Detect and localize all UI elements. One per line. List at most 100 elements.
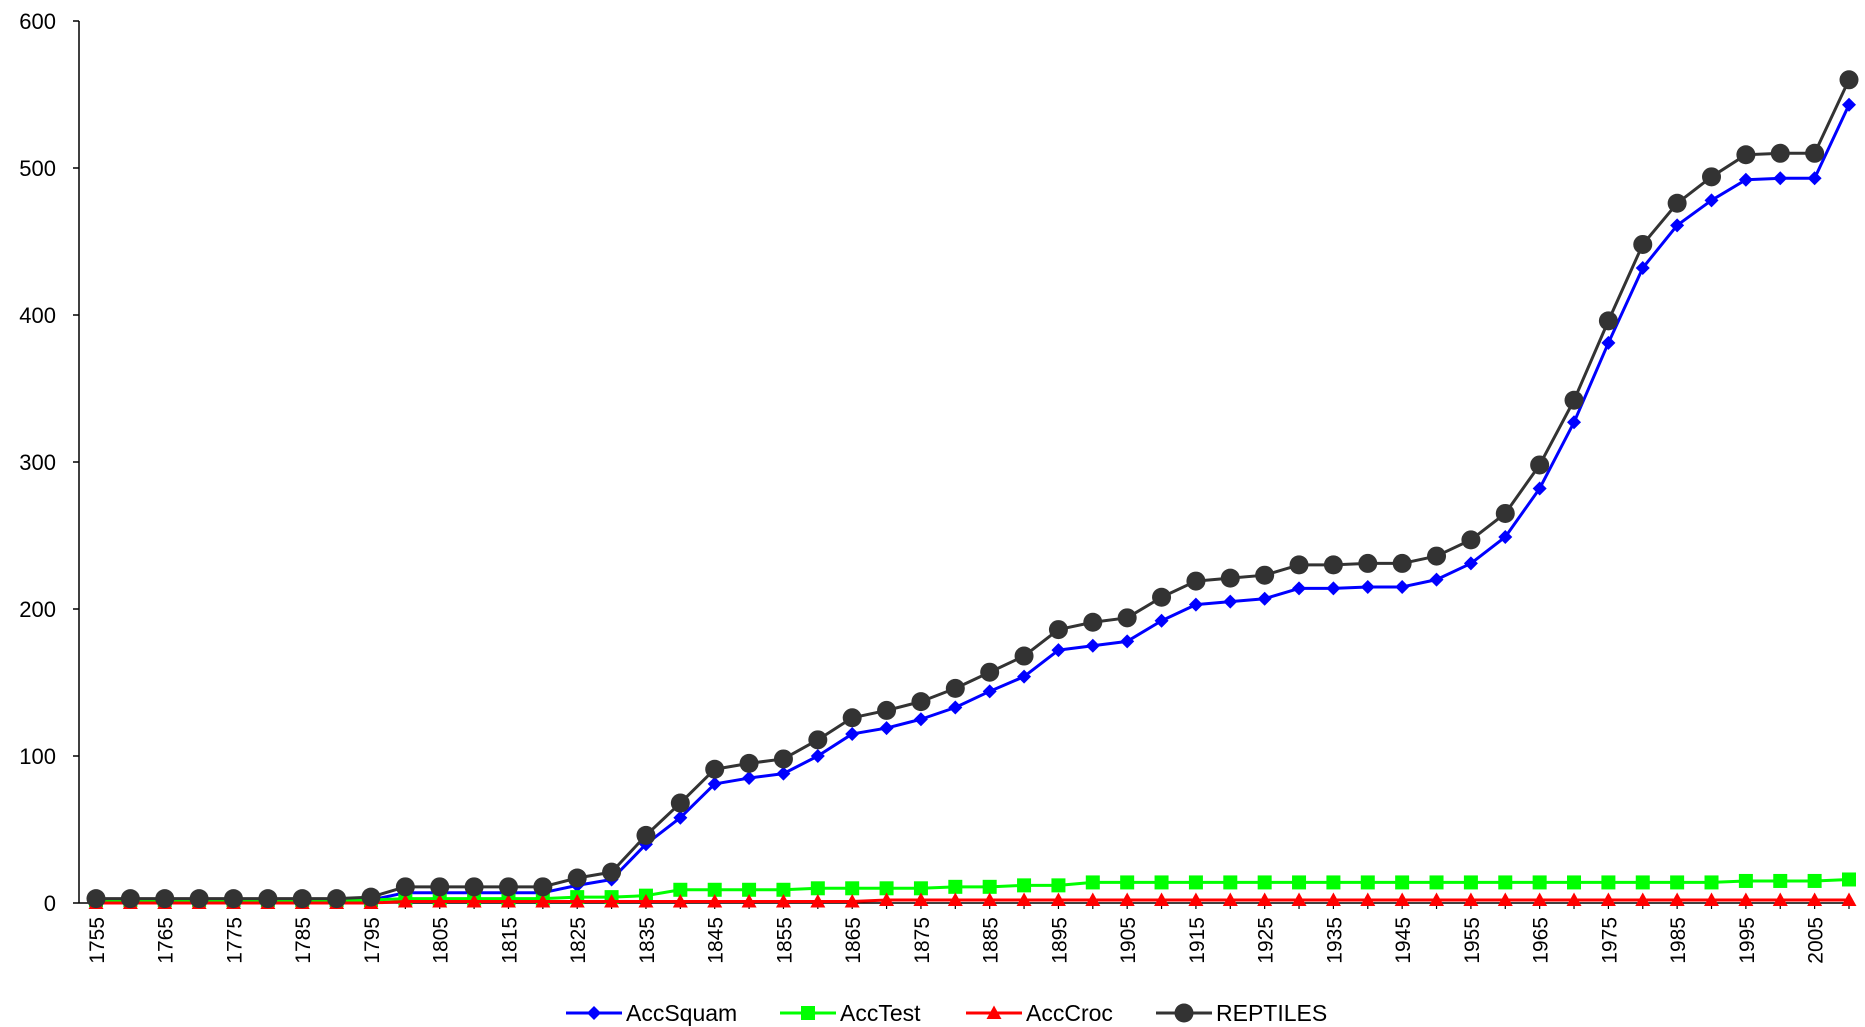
legend-marker-acctest bbox=[801, 1006, 815, 1020]
data-point-acccroc bbox=[500, 894, 516, 908]
data-point-acccroc bbox=[535, 894, 551, 908]
data-point-acccroc bbox=[1085, 892, 1101, 907]
data-point-acctest bbox=[982, 879, 997, 894]
series-line-acctest bbox=[96, 877, 1850, 902]
data-point-reptiles bbox=[1805, 143, 1825, 163]
data-point-acccroc bbox=[1841, 892, 1857, 907]
data-point-acctest bbox=[1188, 875, 1203, 890]
data-point-accsquam bbox=[707, 776, 722, 791]
x-tick-label: 1835 bbox=[636, 917, 659, 964]
data-point-reptiles bbox=[1736, 145, 1756, 165]
data-point-acccroc bbox=[432, 894, 448, 908]
data-point-acctest bbox=[1773, 873, 1788, 888]
data-point-acccroc bbox=[707, 894, 723, 908]
data-point-acccroc bbox=[1360, 892, 1376, 907]
series-line-acccroc bbox=[96, 898, 1849, 905]
data-point-accsquam bbox=[1085, 638, 1100, 653]
data-point-reptiles bbox=[1598, 311, 1618, 331]
data-point-accsquam bbox=[1257, 591, 1272, 606]
data-point-accsquam bbox=[1601, 335, 1616, 350]
data-point-reptiles bbox=[911, 692, 931, 712]
axes: 0 100 200 300 400 500 600 1755 1765 1775 1785 1795 1… bbox=[19, 9, 1850, 964]
data-point-acccroc bbox=[1154, 892, 1170, 907]
x-tick-label: 1925 bbox=[1255, 917, 1278, 964]
data-point-acccroc bbox=[1016, 892, 1032, 907]
data-point-reptiles bbox=[1048, 620, 1068, 640]
data-point-reptiles bbox=[1530, 455, 1550, 475]
legend-label: REPTILES bbox=[1216, 1000, 1327, 1026]
data-point-acccroc bbox=[1807, 892, 1823, 907]
data-point-acccroc bbox=[1188, 892, 1204, 907]
x-tick-label: 1915 bbox=[1186, 917, 1209, 964]
data-point-reptiles bbox=[1186, 571, 1206, 591]
data-point-accsquam bbox=[879, 721, 894, 736]
series-line-reptiles bbox=[96, 79, 1851, 901]
x-tick-label: 1905 bbox=[1117, 917, 1140, 964]
data-point-acccroc bbox=[1532, 892, 1548, 907]
data-point-accsquam bbox=[1704, 193, 1719, 208]
x-tick-label: 1955 bbox=[1461, 917, 1484, 964]
data-point-acctest bbox=[1635, 875, 1650, 890]
data-point-accsquam bbox=[776, 766, 791, 781]
data-point-reptiles bbox=[189, 889, 209, 909]
data-point-reptiles bbox=[223, 889, 243, 909]
data-point-reptiles bbox=[464, 877, 484, 897]
data-point-accsquam bbox=[1635, 260, 1650, 275]
data-point-reptiles bbox=[602, 862, 622, 882]
data-point-reptiles bbox=[155, 889, 175, 909]
data-point-accsquam bbox=[982, 684, 997, 699]
y-tick-label: 600 bbox=[19, 9, 56, 34]
legend-marker-reptiles bbox=[1174, 1003, 1194, 1023]
data-point-acccroc bbox=[1257, 892, 1273, 907]
data-point-acctest bbox=[1051, 878, 1066, 893]
legend-item-acctest: AccTest bbox=[780, 1000, 921, 1026]
legend-item-reptiles: REPTILES bbox=[1156, 1000, 1327, 1026]
x-tick-label: 1815 bbox=[498, 917, 521, 964]
x-tick-label: 1885 bbox=[980, 917, 1003, 964]
data-point-reptiles bbox=[1220, 568, 1240, 588]
data-point-acccroc bbox=[1463, 892, 1479, 907]
data-point-accsquam bbox=[1807, 171, 1822, 186]
x-tick-label: 1775 bbox=[223, 917, 246, 964]
data-point-reptiles bbox=[670, 793, 690, 813]
data-point-acctest bbox=[1395, 875, 1410, 890]
x-tick-label: 1845 bbox=[705, 917, 728, 964]
data-point-accsquam bbox=[1395, 579, 1410, 594]
data-point-acctest bbox=[1738, 873, 1753, 888]
x-tick-label: 1755 bbox=[86, 917, 109, 964]
data-point-acccroc bbox=[775, 894, 791, 908]
data-point-accsquam bbox=[1773, 171, 1788, 186]
legend-marker-accsquam bbox=[587, 1006, 601, 1020]
data-point-reptiles bbox=[533, 877, 553, 897]
data-point-accsquam bbox=[1532, 481, 1547, 496]
x-tick-label: 1795 bbox=[361, 917, 384, 964]
x-tick-label: 2005 bbox=[1805, 917, 1828, 964]
legend-label: AccSquam bbox=[626, 1000, 737, 1026]
x-tick-label: 1865 bbox=[842, 917, 865, 964]
data-point-accsquam bbox=[673, 810, 688, 825]
data-point-acctest bbox=[1532, 875, 1547, 890]
data-point-reptiles bbox=[980, 662, 1000, 682]
data-point-acccroc bbox=[1635, 892, 1651, 907]
data-point-acccroc bbox=[1050, 892, 1066, 907]
x-tick-label: 1825 bbox=[567, 917, 590, 964]
x-tick-label: 1785 bbox=[292, 917, 315, 964]
data-point-acccroc bbox=[947, 892, 963, 907]
data-point-accsquam bbox=[1326, 581, 1341, 596]
data-point-acccroc bbox=[672, 894, 688, 908]
x-tick-label: 1875 bbox=[911, 917, 934, 964]
data-point-reptiles bbox=[1633, 234, 1653, 254]
data-point-reptiles bbox=[567, 868, 587, 888]
x-tick-label: 1895 bbox=[1048, 917, 1071, 964]
data-point-reptiles bbox=[773, 749, 793, 769]
data-point-accsquam bbox=[948, 700, 963, 715]
data-point-acccroc bbox=[1772, 892, 1788, 907]
legend-item-accsquam: AccSquam bbox=[566, 1000, 737, 1026]
data-point-reptiles bbox=[1667, 193, 1687, 213]
data-point-acccroc bbox=[879, 892, 895, 907]
data-point-acctest bbox=[1154, 875, 1169, 890]
data-point-accsquam bbox=[1360, 579, 1375, 594]
data-point-accsquam bbox=[1051, 643, 1066, 658]
data-point-acctest bbox=[1498, 875, 1513, 890]
